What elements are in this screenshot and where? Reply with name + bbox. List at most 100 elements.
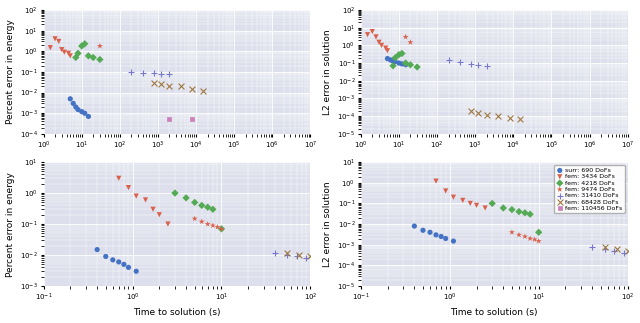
Point [65,53,76,58]
Point [198,89,208,94]
Point [394,52,404,57]
Point [390,59,401,64]
Point [212,224,223,230]
Point [401,60,411,66]
X-axis label: Time to solution (s): Time to solution (s) [133,308,221,318]
Point [382,56,392,61]
Point [480,205,490,211]
Point [444,57,454,63]
Point [507,230,517,235]
Point [216,226,227,232]
Point [587,244,597,249]
Point [431,232,441,237]
Point [561,290,571,295]
Point [481,137,492,142]
Point [164,83,175,88]
Point [609,248,619,254]
Point [45,45,56,50]
Point [520,234,530,239]
Point [95,57,105,62]
Point [390,55,401,60]
Y-axis label: Percent error in energy: Percent error in energy [6,172,15,276]
Point [405,62,415,68]
Point [131,193,141,199]
Point [88,55,99,60]
Point [611,247,621,252]
Point [534,238,544,244]
Legend: surr: 690 DoFs, fem: 3434 DoFs, fem: 4218 DoFs, fem: 9474 DoFs, fem: 31410 DoFs,: surr: 690 DoFs, fem: 3434 DoFs, fem: 421… [554,165,625,214]
Point [600,244,610,249]
Point [409,224,419,229]
Point [431,179,441,184]
Point [208,223,218,228]
Point [371,34,381,39]
Point [114,176,124,181]
Point [405,40,415,45]
Point [498,205,508,211]
Point [57,47,67,52]
Point [600,247,610,252]
Point [50,36,60,41]
Y-axis label: Percent error in energy: Percent error in energy [6,19,15,124]
Point [504,115,515,120]
Point [140,197,150,203]
Point [504,137,515,142]
Point [481,112,492,117]
Point [176,84,186,89]
Point [367,29,378,34]
Point [282,253,292,258]
Point [623,248,633,254]
Point [294,253,305,258]
Point [77,109,87,114]
Point [77,43,87,48]
Point [520,210,530,215]
Point [68,101,78,106]
Point [301,255,312,261]
X-axis label: Time to solution (s): Time to solution (s) [451,308,538,318]
Point [305,254,316,259]
Point [515,116,525,121]
Point [514,209,524,214]
Point [189,200,200,205]
Point [618,250,628,255]
Point [126,69,136,75]
Point [529,237,540,242]
Point [188,86,198,91]
Point [401,62,411,68]
Point [388,58,398,64]
Point [63,51,74,56]
Point [70,55,81,60]
Point [70,104,81,109]
Point [131,269,141,274]
Point [397,61,407,67]
Point [203,205,213,210]
Point [440,188,451,193]
Point [481,63,492,68]
Point [119,262,129,267]
Point [467,61,477,67]
Point [73,107,83,112]
Y-axis label: L2 error in solution: L2 error in solution [323,181,332,267]
Point [448,238,458,244]
Point [270,250,280,255]
Point [164,117,175,122]
Point [425,230,435,235]
Point [455,59,465,64]
Point [291,254,301,259]
Point [149,80,159,85]
Point [149,71,159,76]
Point [467,108,477,113]
Point [156,82,166,87]
Point [170,191,180,196]
Point [73,51,83,56]
Point [440,236,451,241]
Point [138,70,148,76]
Point [493,114,503,119]
Point [83,114,93,119]
Point [164,71,175,77]
Y-axis label: L2 error in solution: L2 error in solution [323,29,332,115]
Point [534,230,544,235]
Point [79,41,90,47]
Point [124,265,134,270]
Point [436,234,446,239]
